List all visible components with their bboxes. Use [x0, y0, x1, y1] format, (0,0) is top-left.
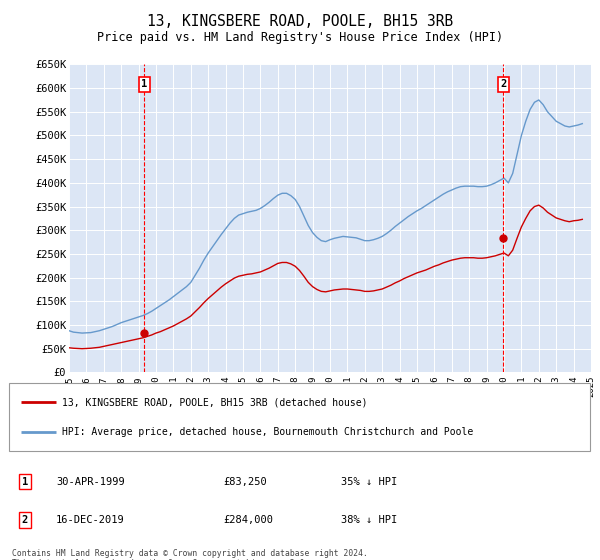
Text: 16-DEC-2019: 16-DEC-2019	[56, 515, 125, 525]
FancyBboxPatch shape	[9, 384, 590, 451]
Text: £284,000: £284,000	[224, 515, 274, 525]
Text: 13, KINGSBERE ROAD, POOLE, BH15 3RB: 13, KINGSBERE ROAD, POOLE, BH15 3RB	[147, 14, 453, 29]
Text: Price paid vs. HM Land Registry's House Price Index (HPI): Price paid vs. HM Land Registry's House …	[97, 31, 503, 44]
Text: 13, KINGSBERE ROAD, POOLE, BH15 3RB (detached house): 13, KINGSBERE ROAD, POOLE, BH15 3RB (det…	[62, 397, 367, 407]
Text: 38% ↓ HPI: 38% ↓ HPI	[341, 515, 397, 525]
Text: 35% ↓ HPI: 35% ↓ HPI	[341, 477, 397, 487]
Text: 2: 2	[22, 515, 28, 525]
Text: £83,250: £83,250	[224, 477, 268, 487]
Text: 30-APR-1999: 30-APR-1999	[56, 477, 125, 487]
Text: 2: 2	[500, 80, 506, 90]
Text: 1: 1	[141, 80, 148, 90]
Text: HPI: Average price, detached house, Bournemouth Christchurch and Poole: HPI: Average price, detached house, Bour…	[62, 427, 473, 437]
Text: Contains HM Land Registry data © Crown copyright and database right 2024.
This d: Contains HM Land Registry data © Crown c…	[12, 549, 368, 560]
Text: 1: 1	[22, 477, 28, 487]
